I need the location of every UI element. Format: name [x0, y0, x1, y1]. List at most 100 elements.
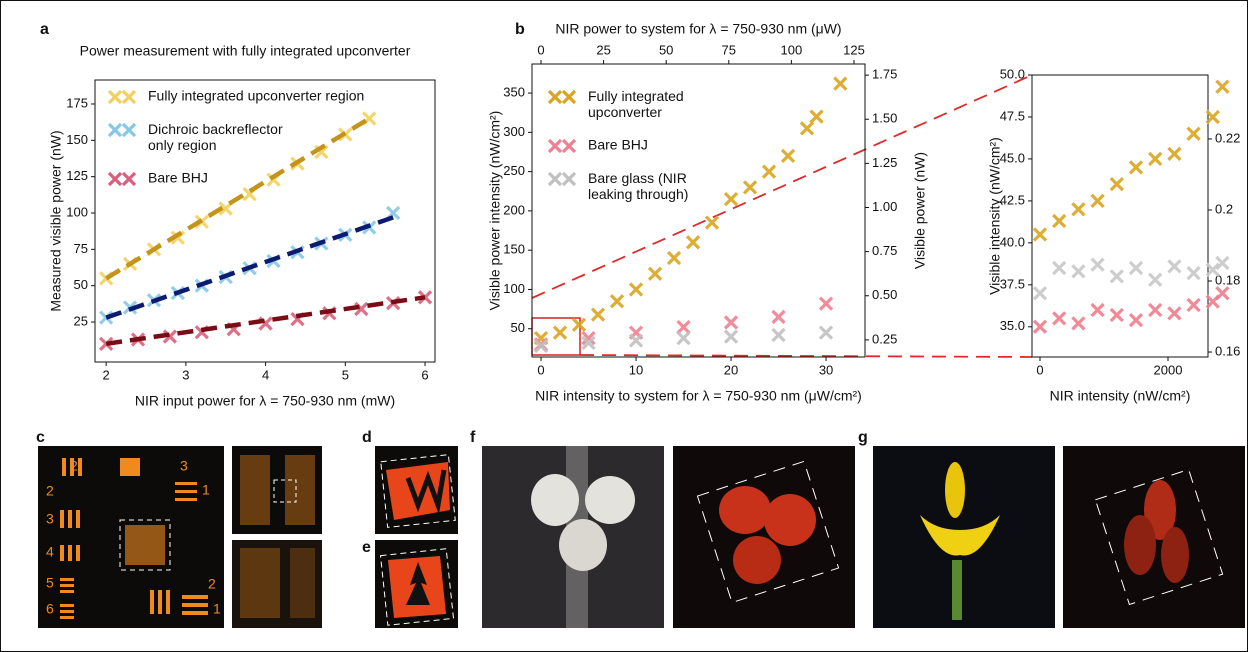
plot-frame: [532, 64, 865, 357]
marker: [630, 335, 642, 347]
marker: [1034, 321, 1046, 333]
y2-tick-label: 0.16: [1215, 343, 1240, 358]
panel-label: b: [515, 21, 525, 38]
y2-tick-label: 0.75: [872, 243, 897, 258]
marker: [1168, 148, 1180, 160]
marker: [1092, 259, 1104, 271]
marker: [811, 111, 823, 123]
x2-tick-label: 0: [537, 42, 544, 57]
marker: [1130, 262, 1142, 274]
legend-marker: [549, 91, 575, 103]
marker: [1216, 257, 1228, 269]
marker: [820, 298, 832, 310]
y-tick-label: 35.0: [1000, 318, 1025, 333]
y2-tick-label: 1.75: [872, 67, 897, 82]
target-label: 6: [46, 601, 54, 617]
target-label: 2: [208, 576, 216, 592]
marker: [1188, 128, 1200, 140]
y-tick-label: 125: [66, 168, 88, 183]
marker: [1207, 264, 1219, 276]
marker: [773, 329, 785, 341]
figure: a b c d e f g 2 3 2 3 4: [0, 0, 1248, 652]
y2-tick-label: 0.2: [1215, 201, 1233, 216]
y-tick-label: 150: [66, 132, 88, 147]
x-tick-label: 3: [182, 367, 189, 382]
marker: [1111, 178, 1123, 190]
chart: Power measurement with fully integrated …: [48, 43, 435, 409]
marker: [1188, 267, 1200, 279]
marker: [678, 321, 690, 333]
marker: [1216, 81, 1228, 93]
panel-label: c: [36, 429, 45, 446]
marker: [1072, 317, 1084, 329]
x2-tick-label: 100: [781, 42, 803, 57]
marker: [687, 236, 699, 248]
marker: [725, 331, 737, 343]
x-axis-label: NIR input power for λ = 750-930 nm (mW): [135, 393, 395, 409]
marker: [535, 340, 547, 352]
y-tick-label: 50.0: [1000, 66, 1025, 81]
y-axis-label: Visible intensity (nW/cm²): [987, 137, 1003, 295]
y-tick-label: 300: [503, 124, 525, 139]
legend-marker: [549, 173, 575, 185]
y-tick-label: 42.5: [1000, 192, 1025, 207]
legend-marker: [109, 124, 135, 136]
x2-tick-label: 125: [843, 42, 865, 57]
marker: [1072, 203, 1084, 215]
x2-tick-label: 50: [659, 42, 673, 57]
y-tick-label: 47.5: [1000, 108, 1025, 123]
panel-label: g: [858, 429, 868, 446]
x-tick-label: 20: [724, 362, 738, 377]
marker: [1130, 314, 1142, 326]
y-tick-label: 200: [503, 202, 525, 217]
panel-label: d: [362, 429, 372, 446]
image-e: [375, 540, 458, 628]
image-g: [873, 446, 1245, 628]
marker: [1188, 299, 1200, 311]
marker: [1149, 274, 1161, 286]
y-axis-label: Visible power intensity (nW/cm²): [487, 111, 503, 311]
y2-tick-label: 0.25: [872, 331, 897, 346]
marker: [1216, 287, 1228, 299]
legend-label: Fully integrated upconverter region: [148, 88, 364, 104]
marker: [1053, 312, 1065, 324]
image-f: [482, 446, 855, 628]
marker: [1053, 262, 1065, 274]
marker: [1034, 228, 1046, 240]
y-tick-label: 100: [66, 204, 88, 219]
y-tick-label: 25: [74, 313, 88, 328]
fit-line: [106, 297, 425, 344]
y-tick-label: 250: [503, 163, 525, 178]
marker: [782, 150, 794, 162]
marker: [725, 193, 737, 205]
legend-marker: [549, 140, 575, 152]
y-tick-label: 40.0: [1000, 234, 1025, 249]
target-label: 2: [46, 483, 54, 499]
x-tick-label: 4: [262, 367, 269, 382]
y2-axis-label: Visible power (nW): [912, 152, 928, 269]
legend-marker: [109, 173, 135, 185]
y2-tick-label: 0.22: [1215, 130, 1240, 145]
marker: [1072, 265, 1084, 277]
y-axis-label: Measured visible power (nW): [48, 130, 64, 311]
marker: [801, 122, 813, 134]
marker: [668, 252, 680, 264]
y2-tick-label: 1.00: [872, 199, 897, 214]
x2-tick-label: 25: [596, 42, 610, 57]
x-tick-label: 0: [537, 362, 544, 377]
y-tick-label: 75: [74, 241, 88, 256]
x-tick-label: 30: [819, 362, 833, 377]
y2-tick-label: 1.50: [872, 111, 897, 126]
marker: [706, 217, 718, 229]
chart: 0102030501001502002503003500255075100125…: [487, 21, 928, 404]
plot-frame: [1032, 75, 1208, 357]
target-label: 2: [70, 458, 78, 474]
marker: [1111, 270, 1123, 282]
legend-label: Bare BHJ: [148, 170, 208, 186]
marker: [725, 316, 737, 328]
target-label: 1: [213, 601, 221, 617]
marker: [678, 332, 690, 344]
y-tick-label: 50: [74, 277, 88, 292]
marker: [1053, 215, 1065, 227]
